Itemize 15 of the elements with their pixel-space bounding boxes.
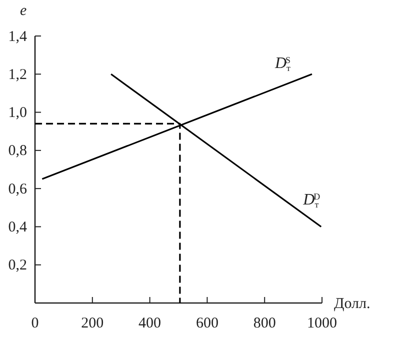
y-tick-label: 1,0 — [8, 105, 27, 122]
y-tick-label: 0,4 — [8, 220, 28, 236]
y-tick-label: 0,8 — [8, 143, 27, 160]
x-tick-label: 800 — [253, 316, 276, 332]
y-axis-title: e — [20, 3, 27, 19]
x-tick-label: 400 — [138, 316, 162, 332]
y-tick-label: 0,2 — [8, 258, 27, 274]
y-tick-label: 1,4 — [8, 28, 28, 45]
y-tick-label: 1,2 — [8, 66, 27, 83]
x-tick-label: 0 — [31, 316, 39, 332]
y-tick-label: 0,6 — [8, 181, 28, 198]
x-tick-label: 600 — [196, 316, 218, 332]
x-axis-title: Долл. — [334, 296, 370, 312]
x-tick-label: 200 — [81, 316, 104, 332]
x-tick-label: 1000 — [307, 316, 337, 332]
